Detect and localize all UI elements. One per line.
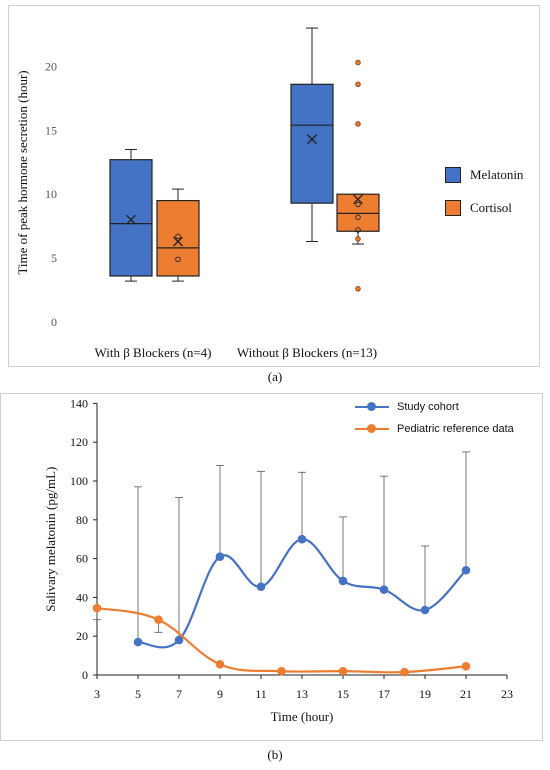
x-tick-label: 15: [337, 687, 349, 701]
y-tick-label: 100: [70, 474, 88, 488]
study-cohort-point: [461, 565, 471, 575]
cortisol-data-point: [355, 214, 361, 220]
legend-item-study-cohort: Study cohort: [355, 396, 514, 418]
legend-line-study-cohort: [355, 402, 389, 411]
y-tick-label: 40: [76, 590, 88, 604]
pediatric-reference-data-point: [154, 615, 163, 625]
study-cohort-point: [256, 582, 266, 592]
legend-item-cortisol: Cortisol: [445, 200, 523, 216]
x-tick-label: 7: [176, 687, 182, 701]
x-tick-label: 3: [94, 687, 100, 701]
x-tick-label: 9: [217, 687, 223, 701]
y-tick-label: 5: [51, 251, 57, 265]
study-cohort-point: [420, 605, 430, 615]
cortisol-box-group: [156, 188, 200, 282]
study-cohort-point: [297, 534, 307, 544]
y-tick-label: 140: [70, 396, 88, 410]
cortisol-box: [336, 193, 380, 232]
study-cohort-point: [215, 552, 225, 561]
y-tick-label: 20: [45, 59, 57, 73]
x-tick-label: 13: [296, 687, 308, 701]
legend-marker-study-cohort: [367, 402, 376, 411]
cortisol-mean-marker: [173, 236, 183, 247]
cortisol-data-point: [355, 81, 361, 88]
melatonin-box-group: [290, 27, 334, 242]
chart-b-legend: Study cohort Pediatric reference data: [355, 396, 514, 440]
pediatric-reference-data-line: [96, 606, 467, 674]
panel-a: 0 5 10 15 20 Time of peak hormone secretion (…: [8, 5, 540, 384]
cortisol-mean-marker: [353, 194, 363, 205]
study-cohort-point: [338, 576, 348, 586]
melatonin-box: [109, 159, 153, 277]
legend-label-pediatric-reference: Pediatric reference data: [397, 423, 514, 435]
study-cohort-line: [137, 538, 467, 649]
pediatric-reference-data-point: [215, 660, 225, 669]
y-tick-label: 80: [76, 513, 88, 527]
cortisol-data-point: [175, 233, 181, 240]
legend-swatch-cortisol: [445, 200, 461, 216]
y-tick-label: 120: [70, 435, 88, 449]
legend-item-melatonin: Melatonin: [445, 167, 523, 183]
cortisol-data-point: [175, 256, 181, 263]
legend-swatch-melatonin: [445, 167, 461, 183]
y-tick-label: 60: [76, 552, 88, 566]
x-category-label: Without β Blockers (n=13): [237, 345, 377, 360]
y-tick-label: 0: [51, 315, 57, 329]
x-tick-label: 5: [135, 687, 141, 701]
chart-a-frame: [8, 5, 540, 367]
y-axis-label: Salivary melatonin (pg/mL): [43, 467, 58, 612]
cortisol-data-point: [355, 59, 361, 66]
box-plot-chart: 0 5 10 15 20 Time of peak hormone secretion (…: [15, 27, 380, 360]
legend-label-melatonin: Melatonin: [470, 167, 524, 182]
melatonin-mean-marker: [307, 134, 317, 145]
legend-label-study-cohort: Study cohort: [397, 401, 459, 413]
cortisol-box-group: [336, 59, 380, 292]
pediatric-reference-data-point: [92, 603, 102, 613]
panel-label-b: (b): [267, 747, 283, 762]
x-tick-label: 11: [255, 687, 267, 701]
x-axis-label: Time (hour): [271, 709, 334, 724]
line-chart: 0 20 40 60 80 100 120 140 3 5 7 9 11 13 15 17 19 21 23 Time…: [43, 396, 513, 724]
cortisol-data-point: [355, 286, 361, 292]
pediatric-reference-data-point: [277, 666, 286, 676]
chart-a-legend: Melatonin Cortisol: [445, 167, 523, 233]
legend-line-pediatric-reference: [355, 424, 389, 433]
y-tick-label: 15: [45, 123, 57, 137]
cortisol-data-point: [355, 227, 361, 233]
melatonin-box: [290, 83, 334, 204]
panel-b: 0 20 40 60 80 100 120 140 3 5 7 9 11 13 15 17 19 21 23 Time…: [0, 390, 550, 770]
x-tick-label: 19: [419, 687, 431, 701]
x-category-label: With β Blockers (n=4): [94, 345, 211, 360]
y-tick-label: 20: [76, 629, 88, 643]
x-tick-label: 21: [460, 687, 472, 701]
melatonin-box-group: [109, 148, 153, 282]
cortisol-data-point: [355, 201, 361, 208]
chart-b-frame: [0, 393, 543, 741]
study-cohort-point: [174, 635, 184, 645]
panel-label-a: (a): [267, 369, 283, 384]
study-cohort-point: [379, 585, 389, 594]
cortisol-data-point: [355, 236, 361, 242]
legend-label-cortisol: Cortisol: [470, 200, 512, 215]
study-cohort-point: [133, 637, 143, 647]
legend-item-pediatric-reference: Pediatric reference data: [355, 418, 514, 440]
pediatric-reference-data-point: [400, 667, 409, 677]
melatonin-mean-marker: [126, 214, 136, 225]
y-tick-label: 10: [45, 187, 57, 201]
legend-marker-pediatric-reference: [367, 424, 376, 433]
pediatric-reference-data-point: [338, 666, 348, 676]
y-axis-label: Time of peak hormone secretion (hour): [15, 70, 30, 274]
x-tick-label: 17: [378, 687, 390, 701]
pediatric-reference-data-point: [461, 661, 471, 671]
cortisol-data-point: [355, 121, 361, 127]
y-tick-label: 0: [82, 668, 88, 682]
x-tick-label: 23: [501, 687, 513, 701]
